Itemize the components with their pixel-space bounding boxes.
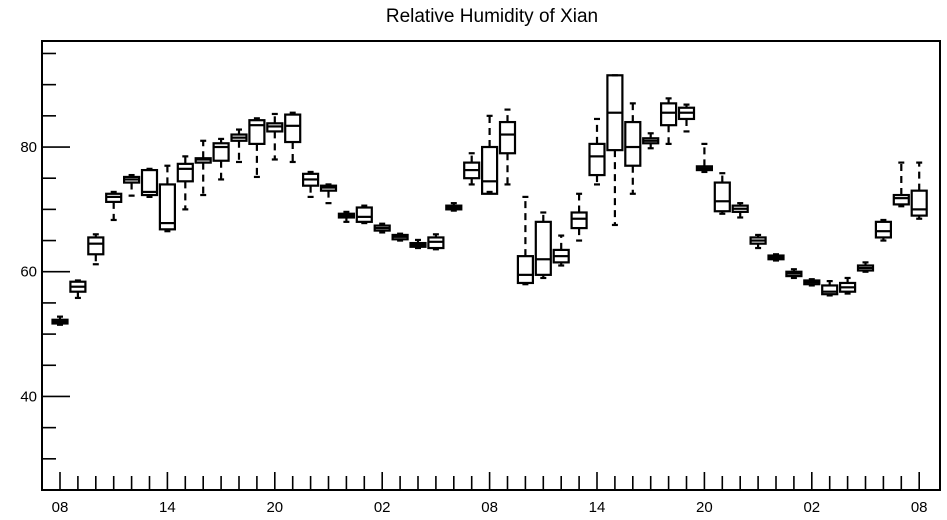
x-tick-label: 08 — [481, 499, 498, 516]
box-item — [570, 192, 588, 242]
box-body — [659, 102, 678, 127]
box-item — [87, 233, 105, 266]
box-body — [140, 168, 159, 197]
box-item — [695, 142, 714, 174]
box-body — [588, 142, 606, 177]
box-body — [248, 119, 266, 145]
box-body — [516, 255, 535, 285]
box-item — [284, 111, 302, 164]
chart-title: Relative Humidity of Xian — [386, 6, 598, 27]
box-item — [391, 232, 409, 242]
box-body — [87, 236, 105, 256]
x-tick-label: 08 — [911, 499, 928, 516]
box-body — [498, 120, 517, 155]
box-item — [140, 167, 159, 199]
box-item — [230, 128, 248, 164]
x-tick-label: 08 — [52, 499, 69, 516]
box-item — [105, 190, 123, 222]
box-item — [355, 204, 373, 225]
x-tick-label: 14 — [589, 499, 606, 516]
box-item — [588, 117, 606, 186]
box-body — [892, 193, 910, 206]
x-tick-label: 20 — [696, 499, 713, 516]
box-body — [284, 113, 302, 144]
box-body — [821, 284, 839, 296]
box-item — [785, 268, 803, 280]
box-body — [570, 211, 588, 230]
box-body — [713, 181, 731, 213]
box-item — [659, 97, 678, 145]
box-body — [910, 189, 928, 217]
box-item — [892, 161, 910, 208]
box-series — [51, 74, 928, 326]
box-item — [158, 164, 176, 233]
box-item — [51, 315, 69, 326]
box-item — [122, 173, 141, 197]
box-item — [409, 238, 427, 250]
plot-frame — [41, 40, 941, 491]
box-body — [874, 220, 893, 239]
box-item — [498, 108, 517, 186]
box-item — [713, 172, 731, 215]
box-item — [856, 261, 875, 273]
box-item — [481, 114, 499, 195]
box-body — [158, 183, 176, 231]
box-body — [481, 145, 499, 195]
box-item — [248, 117, 266, 179]
box-item — [803, 278, 821, 287]
box-body — [176, 162, 194, 183]
box-item — [821, 279, 839, 297]
box-item — [838, 276, 857, 295]
box-item — [624, 102, 642, 195]
box-item — [874, 218, 893, 242]
box-item — [194, 139, 212, 197]
box-item — [767, 253, 785, 262]
box-item — [445, 202, 463, 212]
box-item — [731, 202, 749, 219]
box-item — [337, 210, 355, 223]
y-tick-label: 60 — [20, 264, 37, 281]
x-tick-label: 14 — [159, 499, 176, 516]
box-item — [642, 132, 660, 150]
box-item — [534, 211, 552, 280]
box-body — [212, 142, 230, 162]
x-tick-label: 02 — [803, 499, 820, 516]
box-item — [373, 222, 391, 234]
box-item — [606, 74, 624, 227]
box-body — [355, 206, 373, 223]
x-axis: 08 14 20 02 08 14 20 02 08 — [52, 472, 928, 516]
box-item — [463, 152, 481, 186]
box-item — [302, 170, 320, 199]
box-item — [427, 233, 445, 251]
box-item — [552, 234, 570, 267]
box-item — [677, 103, 696, 133]
box-body — [624, 120, 642, 167]
y-axis: 40 60 80 — [20, 52, 70, 460]
box-item — [749, 233, 767, 250]
y-tick-label: 40 — [20, 388, 37, 405]
box-item — [516, 195, 535, 286]
x-tick-label: 20 — [266, 499, 283, 516]
y-tick-label: 80 — [20, 139, 37, 156]
x-tick-label: 02 — [374, 499, 391, 516]
box-item — [176, 155, 194, 211]
box-item — [319, 183, 338, 205]
box-body — [534, 220, 552, 276]
box-item — [910, 161, 928, 220]
box-item — [212, 137, 230, 181]
box-item — [266, 112, 284, 161]
box-item — [69, 279, 87, 300]
